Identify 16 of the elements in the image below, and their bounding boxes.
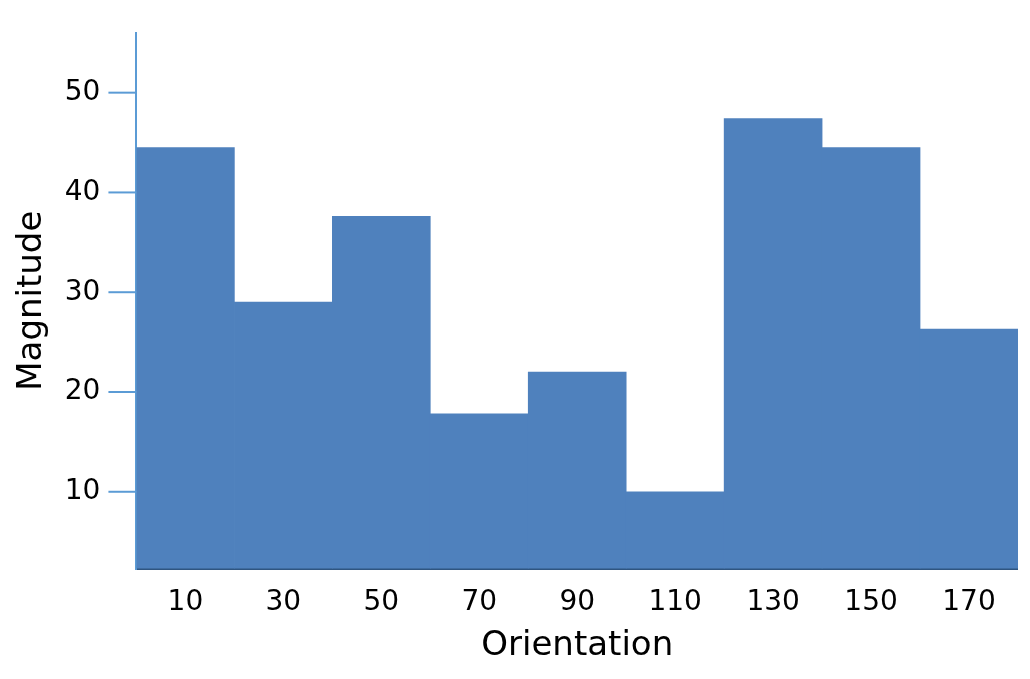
x-axis-title: Orientation — [481, 623, 674, 664]
y-axis-title: Magnitude — [9, 210, 50, 391]
x-tick-label: 10 — [167, 583, 204, 617]
x-tick-label: 130 — [746, 583, 800, 617]
y-tick-label: 50 — [64, 73, 101, 107]
x-tick-label: 30 — [265, 583, 302, 617]
x-tick-label: 50 — [363, 583, 400, 617]
x-tick-label: 70 — [461, 583, 498, 617]
y-tick-label: 10 — [64, 473, 101, 507]
y-tick-label: 20 — [64, 373, 101, 407]
y-tick-label: 40 — [64, 173, 101, 207]
y-tick-label: 30 — [64, 273, 101, 307]
x-tick-label: 90 — [559, 583, 596, 617]
x-tick-label: 110 — [648, 583, 702, 617]
x-tick-label: 170 — [942, 583, 996, 617]
x-tick-label: 150 — [844, 583, 898, 617]
